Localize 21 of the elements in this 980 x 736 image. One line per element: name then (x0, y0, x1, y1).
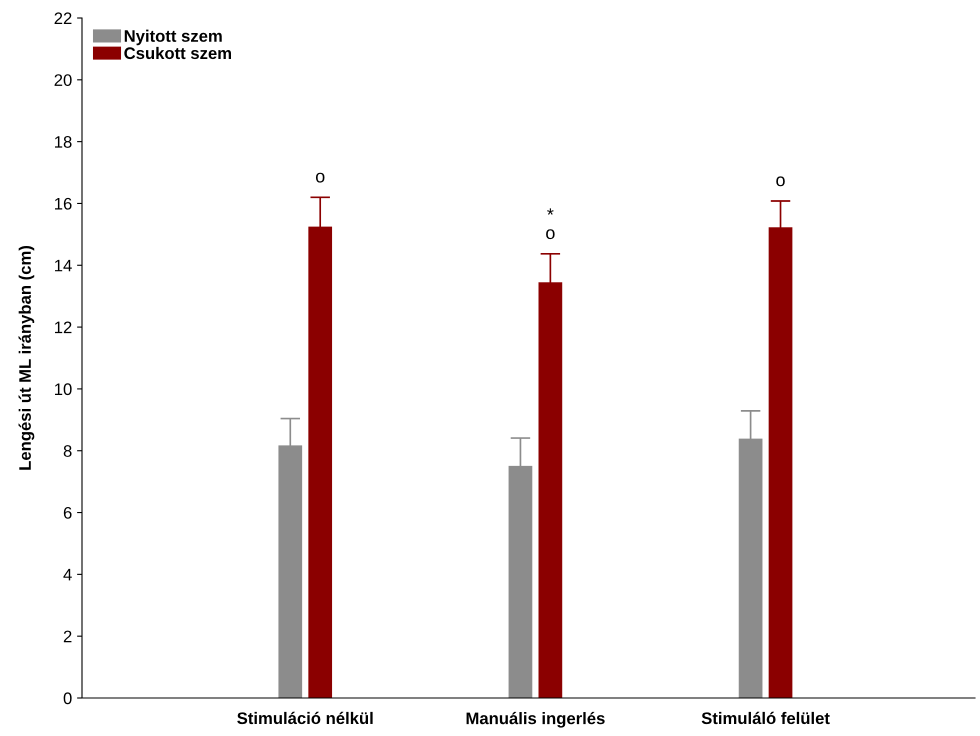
data-label: o (776, 176, 785, 186)
y-tick-label: 2 (64, 630, 72, 642)
y-tick-label: 8 (64, 445, 72, 457)
x-tick-label: Stimuláció nélkül (237, 712, 373, 724)
y-tick-label: 20 (54, 74, 72, 86)
y-tick-label: 0 (64, 692, 72, 704)
y-tick-label: 22 (54, 12, 72, 24)
y-tick-label: 4 (63, 568, 72, 580)
data-label: * o (546, 208, 555, 240)
y-tick-label: 6 (64, 506, 72, 519)
legend-label: Nyitott szem (124, 30, 222, 46)
y-tick-label: 12 (55, 321, 72, 334)
y-tick-label: 16 (55, 198, 72, 210)
y-tick-label: 14 (55, 260, 72, 272)
y-tick-label: 10 (55, 383, 72, 396)
y-axis-title: Lengési út ML irányban (cm) (18, 246, 34, 470)
x-tick-label: Manuális ingerlés (466, 712, 605, 728)
data-label: o (316, 172, 324, 183)
x-tick-label: Stimuláló felület (702, 712, 830, 724)
legend-label: Csukott szem (124, 46, 231, 60)
y-tick-label: 18 (55, 136, 72, 148)
